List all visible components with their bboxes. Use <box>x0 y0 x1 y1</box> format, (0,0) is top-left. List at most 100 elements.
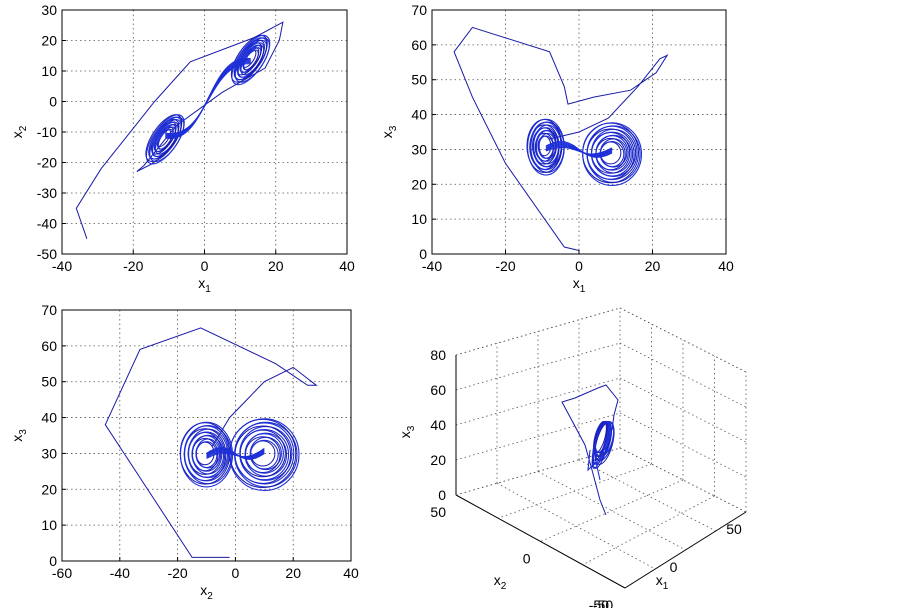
attractor-loop-right <box>229 418 300 492</box>
z-tick-label: 60 <box>430 382 446 398</box>
z-axis-label-text: x3 <box>397 425 417 438</box>
x1-tick-label: 50 <box>726 521 742 537</box>
y-tick-label: 30 <box>41 2 57 18</box>
x1-tick-label: 0 <box>670 559 678 575</box>
grid-line-z-left <box>455 342 621 391</box>
y-tick-label: 50 <box>41 374 57 390</box>
x-tick-label: -40 <box>110 565 130 581</box>
y-tick-label: 0 <box>49 553 57 569</box>
x-tick-label: 0 <box>575 258 583 274</box>
y-tick-label: -10 <box>37 124 57 140</box>
x2-tick-label: 0 <box>523 551 531 567</box>
x-axis-label-text: x1 <box>198 275 211 295</box>
trajectory-transient-3d <box>561 384 619 516</box>
box-top-right <box>619 307 747 373</box>
x-tick-label: -20 <box>123 258 143 274</box>
plot-frame <box>61 309 352 562</box>
x-axis-label-text: x1 <box>573 275 586 295</box>
x1-axis-label: x1 <box>656 572 669 592</box>
x-tick-label: -20 <box>167 565 187 581</box>
x-tick-label: 20 <box>645 258 661 274</box>
y-axis-label: x2 <box>9 125 29 138</box>
attractor-loop-3d <box>592 421 611 465</box>
y-tick-label: 10 <box>41 517 57 533</box>
y-tick-label: 20 <box>41 33 57 49</box>
x-axis-label-text: x2 <box>200 582 213 602</box>
x2-axis-line <box>455 494 626 589</box>
x2-axis-label-subscript: 2 <box>501 581 507 592</box>
y-tick-label: -30 <box>37 185 57 201</box>
grid-line-z-left <box>455 412 621 461</box>
y-tick-label: 10 <box>411 211 427 227</box>
plot-x1-vs-x3: -40 -20 0 20 40 0 10 20 30 40 50 60 70 x1 x3 <box>379 2 734 295</box>
x-tick-label: -40 <box>52 258 72 274</box>
z-tick-label: 0 <box>438 487 446 503</box>
trajectory-transient <box>104 327 318 558</box>
attractor-crossing <box>206 447 265 459</box>
y-tick-label: 60 <box>411 37 427 53</box>
y-axis-label-subscript: 3 <box>388 125 399 131</box>
attractor-loop-right <box>582 122 643 187</box>
trajectory-transient <box>75 21 284 239</box>
y-tick-label: 60 <box>41 338 57 354</box>
x-tick-label: 20 <box>285 565 301 581</box>
grid-line-floor-a <box>496 482 656 570</box>
x-axis-label: x1 <box>198 275 211 295</box>
y-tick-label: 40 <box>411 107 427 123</box>
x2-tick-label: -50 <box>589 597 609 608</box>
plot-x2-vs-x3: -60 -40 -20 0 20 40 0 10 20 30 40 50 60 70 x2 x3 <box>9 302 359 602</box>
x-tick-label: -20 <box>495 258 515 274</box>
trajectory-3d <box>561 384 619 516</box>
x-tick-label: 0 <box>201 258 209 274</box>
x1-axis-label-subscript: 1 <box>663 581 669 592</box>
x-tick-label: 20 <box>268 258 284 274</box>
attractor-loop-left <box>230 34 268 83</box>
grid-line-z-left <box>455 377 621 426</box>
y-tick-label: 0 <box>419 246 427 262</box>
trajectory-group <box>104 327 318 558</box>
y-tick-label: 70 <box>411 2 427 18</box>
grid-line-floor-a <box>578 459 716 532</box>
y-axis-label: x3 <box>9 429 29 442</box>
y-axis-label-text: x2 <box>9 125 29 138</box>
z-tick-label: 20 <box>430 452 446 468</box>
x-axis-label: x1 <box>573 275 586 295</box>
x2-axis-label: x2 <box>494 572 507 592</box>
trajectory-group <box>453 26 669 251</box>
x-tick-label: 40 <box>718 258 734 274</box>
y-tick-label: 10 <box>41 63 57 79</box>
z-axis-label: x3 <box>397 425 417 438</box>
attractor-loop-right <box>145 114 183 162</box>
attractor-crossing-3d <box>587 449 601 481</box>
z-tick-label: 80 <box>430 347 446 363</box>
x-tick-label: -40 <box>422 258 442 274</box>
y-tick-label: 40 <box>41 410 57 426</box>
y-axis-label-subscript: 3 <box>18 429 29 435</box>
x2-axis-label-text: x2 <box>494 572 507 592</box>
attractor-loop-right <box>234 421 298 488</box>
z-tick-label: 40 <box>430 417 446 433</box>
z-axis-label-subscript: 3 <box>406 425 417 431</box>
box-top-left <box>455 307 621 356</box>
y-tick-label: -20 <box>37 155 57 171</box>
x1-axis-label-text: x1 <box>656 572 669 592</box>
y-tick-label: 70 <box>41 302 57 318</box>
y-tick-label: -50 <box>37 246 57 262</box>
grid-line-floor-a <box>537 471 686 551</box>
y-tick-label: 0 <box>49 94 57 110</box>
floor-back-left <box>455 447 621 496</box>
grid-line-z-right <box>619 342 747 408</box>
grid-line-floor-b <box>540 479 684 542</box>
y-tick-label: 50 <box>411 72 427 88</box>
x-tick-label: 0 <box>232 565 240 581</box>
grid-line-z-right <box>619 412 747 478</box>
x1-axis-line <box>624 511 747 589</box>
x-tick-label: -60 <box>52 565 72 581</box>
attractor-crossing <box>165 63 251 134</box>
x1-tick-label: -50 <box>593 597 613 608</box>
x-tick-label: 40 <box>343 565 359 581</box>
y-axis-label-text: x3 <box>9 429 29 442</box>
y-axis-label-subscript: 2 <box>18 125 29 131</box>
